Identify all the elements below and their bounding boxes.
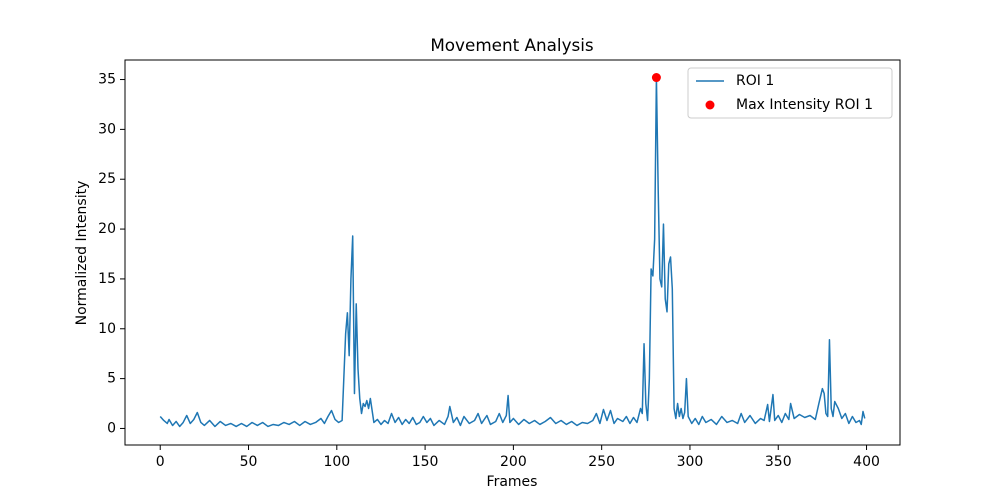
x-axis-label: Frames <box>487 474 538 490</box>
x-tick-label: 200 <box>500 454 527 470</box>
x-tick-label: 150 <box>412 454 439 470</box>
x-tick-label: 350 <box>765 454 792 470</box>
y-tick-label: 5 <box>107 371 116 387</box>
legend-box <box>687 67 893 119</box>
x-tick-label: 0 <box>156 454 165 470</box>
data-point <box>651 73 661 83</box>
x-tick-label: 250 <box>588 454 615 470</box>
legend-label: Max Intensity ROI 1 <box>736 97 873 113</box>
x-tick-label: 100 <box>323 454 350 470</box>
y-tick-label: 25 <box>98 171 116 187</box>
x-tick-label: 300 <box>677 454 704 470</box>
plot-frame <box>124 59 901 446</box>
legend-swatch <box>705 100 715 110</box>
chart-title: Movement Analysis <box>430 35 593 55</box>
y-axis-label: Normalized Intensity <box>74 181 90 326</box>
x-tick-label: 400 <box>853 454 880 470</box>
y-tick-label: 30 <box>98 121 116 137</box>
legend-label: ROI 1 <box>736 73 774 89</box>
y-tick-label: 0 <box>107 420 116 436</box>
x-tick-label: 50 <box>240 454 258 470</box>
y-tick-label: 10 <box>98 321 116 337</box>
data-line <box>159 76 866 428</box>
y-tick-label: 20 <box>98 221 116 237</box>
y-tick-label: 35 <box>98 72 116 88</box>
y-tick-label: 15 <box>98 271 116 287</box>
